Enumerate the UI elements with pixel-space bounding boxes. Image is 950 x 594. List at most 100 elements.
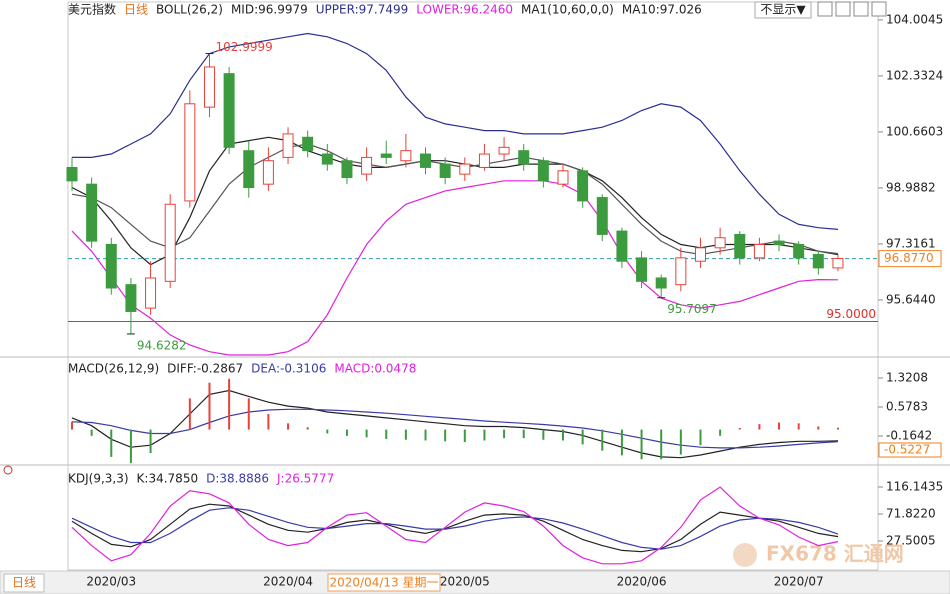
candle-body [753,243,765,259]
legend-label: UPPER:97.7499 [316,3,408,17]
candle-body [832,258,844,269]
settings-icon[interactable] [3,465,13,475]
candle-body [243,150,255,189]
candle-body [203,66,215,108]
price-label: 96.8770 [884,251,934,265]
candle-body [557,170,569,185]
plot-frame [67,1,879,571]
legend-label: DEA:-0.3106 [251,362,326,376]
value-label-box [878,442,942,458]
legend-label: J:26.5777 [276,472,334,486]
y-tick-label: 95.6440 [886,292,936,306]
legend-label: MACD(26,12,9) [68,362,159,376]
legend-label: 美元指数 [68,2,116,17]
candle-body [459,163,471,175]
candle-body [577,170,589,202]
indicator-line [71,389,839,459]
x-tick-label: 2020/05 [440,575,490,589]
legend-label: DIFF:-0.2867 [167,362,243,376]
candle-body [812,254,824,269]
candle-body [793,243,805,259]
indicator-line [71,486,839,565]
candle-body [655,277,667,289]
candle-body [302,136,314,152]
candle-body [616,230,628,262]
candle-body [66,166,78,182]
window-button[interactable] [835,1,851,17]
watermark-logo [733,543,757,567]
legend-label: MACD:0.0478 [334,362,416,376]
candle-body [537,160,549,182]
status-bar [0,570,950,594]
candle-body [734,233,746,259]
legend-label: K:34.7850 [137,472,199,486]
x-tick-label: 2020/06 [617,575,667,589]
candle-body [380,153,392,158]
indicator-line [71,503,839,553]
cursor-date: 2020/04/13 星期一 [330,576,439,590]
y-tick-label: 97.3161 [886,236,936,250]
indicator-line [71,507,839,550]
candle-body [439,163,451,178]
y-tick-label: 116.1435 [886,480,943,494]
candle-body [694,247,706,262]
window-button[interactable] [817,1,833,17]
y-tick-label: 102.3324 [886,68,943,82]
annotation-label: 102.9999 [215,40,272,54]
candle-body [596,197,608,235]
price-label-box [878,250,942,268]
candle-body [341,160,353,178]
annotation-label: 94.6282 [137,338,187,352]
candle-body [184,103,196,202]
candle-body [262,160,274,185]
hide-button[interactable] [754,1,812,19]
window-button[interactable] [871,1,887,17]
watermark: FX678 汇通网 [766,542,904,566]
indicator-line [71,143,839,256]
annotation-label: 95.7097 [667,302,717,316]
candle-body [282,133,294,158]
candle-body [223,73,235,148]
y-tick-label: 0.5783 [886,399,928,413]
period-tab[interactable] [3,573,45,593]
window-button[interactable] [853,1,869,17]
y-tick-label: 1.3208 [886,370,928,384]
x-tick-label: 2020/04 [263,575,313,589]
legend-label: MID:96.9979 [231,3,308,17]
y-tick-label: 98.9882 [886,180,936,194]
y-tick-label: 27.5005 [886,534,936,548]
candle-body [773,240,785,245]
candle-body [478,153,490,168]
candle-body [518,150,530,165]
candle-body [714,237,726,249]
value-label: -0.5227 [884,442,930,456]
candle-body [498,146,510,155]
indicator-line [71,180,839,356]
candle-body [420,153,432,168]
legend-label: LOWER:96.2460 [416,3,513,17]
candle-body [86,183,98,242]
candle-body [321,153,333,165]
candle-body [164,203,176,282]
x-tick-label: 2020/03 [86,575,136,589]
candle-body [636,257,648,282]
indicator-line [71,136,839,266]
legend-label: MA1(10,60,0,0) [521,3,614,17]
y-tick-label: -0.1642 [886,428,932,442]
candle-body [675,257,687,286]
y-tick-label: 100.6603 [886,124,943,138]
legend-label: BOLL(26,2) [156,3,223,17]
y-tick-label: 71.8220 [886,507,936,521]
indicator-line [71,408,839,449]
level-label: 95.0000 [826,307,876,321]
candle-body [125,284,137,312]
legend-label: MA10:97.026 [622,3,702,17]
y-tick-label: 104.0045 [886,12,943,26]
candle-body [400,150,412,162]
period-label[interactable]: 日线 [12,576,36,590]
hide-button-label[interactable]: 不显示▼ [760,3,806,17]
legend-label: KDJ(9,3,3) [68,472,129,486]
